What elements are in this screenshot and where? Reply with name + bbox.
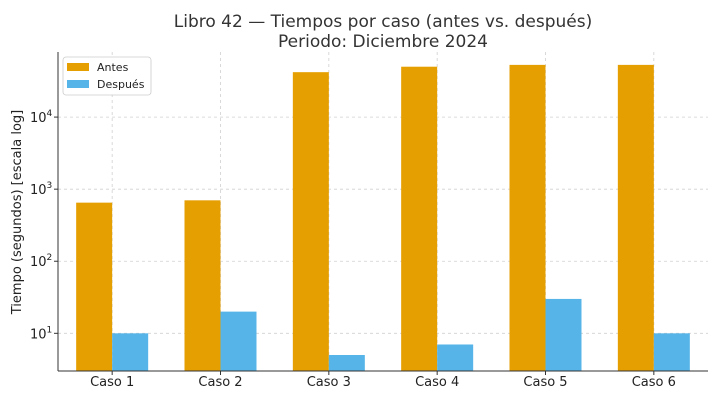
legend: Antes Después [62,56,152,96]
y-tick-label: 101 [30,325,52,342]
bar-antes-4 [401,66,438,372]
chart-subtitle: Periodo: Diciembre 2024 [278,32,488,52]
bars-layer [76,64,690,372]
x-tick-label: Caso 3 [307,375,351,390]
axes-layer: 101 102 103 104 Caso 1 Caso 2 Caso 3 Caso 4 Caso… [30,52,708,390]
legend-swatch-despues [67,80,89,88]
bar-antes-6 [617,64,654,371]
bar-despues-3 [328,355,365,371]
bar-despues-1 [112,333,149,371]
y-tick-label: 104 [30,109,53,126]
x-tick-label: Caso 1 [90,375,134,390]
x-tick-label: Caso 6 [632,375,676,390]
bar-antes-1 [76,202,113,371]
bar-despues-6 [653,333,690,371]
grid-layer [58,52,708,371]
legend-label-antes: Antes [97,61,129,74]
bar-despues-5 [545,298,582,371]
y-tick-label: 102 [30,253,52,270]
bar-antes-5 [509,64,546,371]
bar-antes-2 [184,200,221,371]
legend-swatch-antes [67,63,89,71]
x-tick-label: Caso 4 [415,375,459,390]
y-axis-label: Tiempo (segundos) [escala log] [10,110,25,315]
bar-despues-4 [437,344,474,371]
legend-label-despues: Después [97,78,145,91]
x-tick-label: Caso 2 [198,375,242,390]
bar-antes-3 [292,72,329,372]
bar-despues-2 [220,311,257,371]
y-tick-label: 103 [30,181,52,198]
chart-title: Libro 42 — Tiempos por caso (antes vs. d… [174,12,592,32]
x-tick-label: Caso 5 [523,375,567,390]
